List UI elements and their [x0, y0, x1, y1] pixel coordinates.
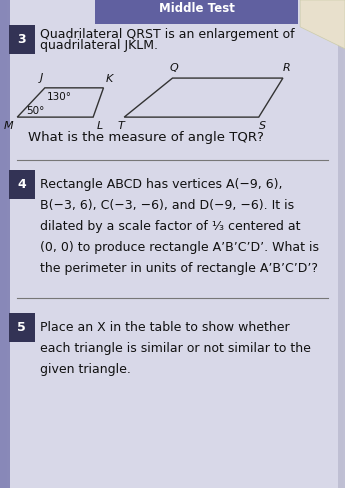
- Text: quadrilateral JKLM.: quadrilateral JKLM.: [40, 40, 158, 52]
- Text: K: K: [105, 74, 112, 84]
- FancyBboxPatch shape: [9, 170, 34, 199]
- Text: given triangle.: given triangle.: [40, 363, 130, 376]
- Text: Place an X in the table to show whether: Place an X in the table to show whether: [40, 321, 289, 334]
- Text: 4: 4: [17, 178, 26, 191]
- Text: Middle Test: Middle Test: [159, 2, 235, 15]
- FancyBboxPatch shape: [9, 313, 34, 342]
- Text: R: R: [283, 63, 290, 73]
- Text: dilated by a scale factor of ¹⁄₃ centered at: dilated by a scale factor of ¹⁄₃ centere…: [40, 220, 300, 233]
- Text: S: S: [259, 121, 266, 131]
- Text: (0, 0) to produce rectangle A’B’C’D’. What is: (0, 0) to produce rectangle A’B’C’D’. Wh…: [40, 241, 319, 254]
- Text: What is the measure of angle TQR?: What is the measure of angle TQR?: [28, 131, 264, 144]
- Text: 130°: 130°: [47, 92, 71, 102]
- FancyBboxPatch shape: [9, 25, 34, 54]
- FancyBboxPatch shape: [10, 0, 338, 488]
- Text: each triangle is similar or not similar to the: each triangle is similar or not similar …: [40, 342, 310, 355]
- Text: T: T: [117, 121, 124, 131]
- Text: B(−3, 6), C(−3, −6), and D(−9, −6). It is: B(−3, 6), C(−3, −6), and D(−9, −6). It i…: [40, 199, 294, 212]
- Text: Quadrilateral QRST is an enlargement of: Quadrilateral QRST is an enlargement of: [40, 28, 294, 41]
- Text: Q: Q: [170, 63, 179, 73]
- Text: J: J: [40, 73, 43, 83]
- Text: 50°: 50°: [26, 106, 44, 116]
- Text: M: M: [4, 121, 14, 131]
- Text: the perimeter in units of rectangle A’B’C’D’?: the perimeter in units of rectangle A’B’…: [40, 262, 318, 275]
- Text: 5: 5: [17, 321, 26, 334]
- Text: L: L: [97, 121, 103, 131]
- Polygon shape: [300, 0, 345, 49]
- FancyBboxPatch shape: [95, 0, 298, 24]
- Text: Rectangle ABCD has vertices A(−9, 6),: Rectangle ABCD has vertices A(−9, 6),: [40, 178, 282, 191]
- Text: 3: 3: [17, 33, 26, 46]
